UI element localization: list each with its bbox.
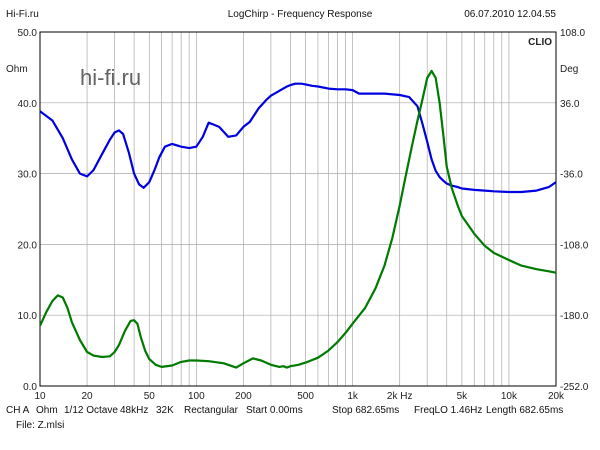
footer-field: 1/12 Octave (64, 405, 118, 416)
x-tick-label: 50 (144, 391, 156, 402)
header-left: Hi-Fi.ru (6, 9, 39, 20)
header-datetime: 06.07.2010 12.04.55 (464, 9, 556, 20)
right-tick-labels: -252.0 -180.0 -108.0 -36.0 36.0 108.0 (560, 28, 589, 393)
left-tick-label: 20.0 (18, 240, 38, 251)
x-tick-label: 100 (188, 391, 205, 402)
left-tick-label: 0.0 (23, 382, 37, 393)
x-tick-label: 5k (457, 391, 469, 402)
footer-field: Length 682.65ms (486, 405, 564, 416)
x-tick-label: 20k (548, 391, 565, 402)
left-axis-unit: Ohm (6, 64, 28, 75)
grid (40, 32, 556, 386)
right-axis-unit: Deg (560, 64, 578, 75)
right-tick-label: -36.0 (560, 170, 583, 181)
right-tick-label: 108.0 (560, 28, 585, 39)
left-tick-label: 30.0 (18, 170, 38, 181)
footer-file: File: Z.mlsi (16, 420, 65, 431)
footer-field: 32K (156, 405, 174, 416)
right-tick-label: -180.0 (560, 311, 589, 322)
x-tick-label: 20 (81, 391, 93, 402)
phase-curve (39, 69, 557, 369)
left-tick-label: 50.0 (18, 28, 38, 39)
watermark: hi-fi.ru (80, 65, 141, 90)
footer-field: Start 0.00ms (246, 405, 303, 416)
right-tick-label: -252.0 (560, 382, 589, 393)
x-tick-label: 500 (297, 391, 314, 402)
footer-field: CH A (6, 405, 30, 416)
footer-field: 48kHz (120, 405, 149, 416)
series-layer (39, 69, 557, 369)
footer-field: Rectangular (184, 405, 238, 416)
impedance-curve (39, 82, 557, 194)
x-tick-label: 200 (235, 391, 252, 402)
right-tick-label: -108.0 (560, 240, 589, 251)
left-tick-label: 40.0 (18, 99, 38, 110)
x-tick-label: 1k (347, 391, 359, 402)
x-tick-label: 10k (501, 391, 518, 402)
left-tick-labels: 0.0 10.0 20.0 30.0 40.0 50.0 (18, 28, 38, 393)
x-tick-labels: 10 20 50 100 200 500 1k 2k Hz 5k 10k 20k (34, 391, 565, 402)
footer-field: Stop 682.65ms (332, 405, 400, 416)
x-tick-label: 10 (34, 391, 46, 402)
footer-field: Ohm (36, 405, 58, 416)
plot-frame (39, 31, 557, 387)
header-title: LogChirp - Frequency Response (227, 9, 373, 20)
brand-label: CLIO (528, 37, 552, 48)
footer-field: FreqLO 1.46Hz (414, 405, 483, 416)
x-tick-label: 2k Hz (387, 391, 413, 402)
left-tick-label: 10.0 (18, 311, 38, 322)
right-tick-label: 36.0 (560, 99, 580, 110)
